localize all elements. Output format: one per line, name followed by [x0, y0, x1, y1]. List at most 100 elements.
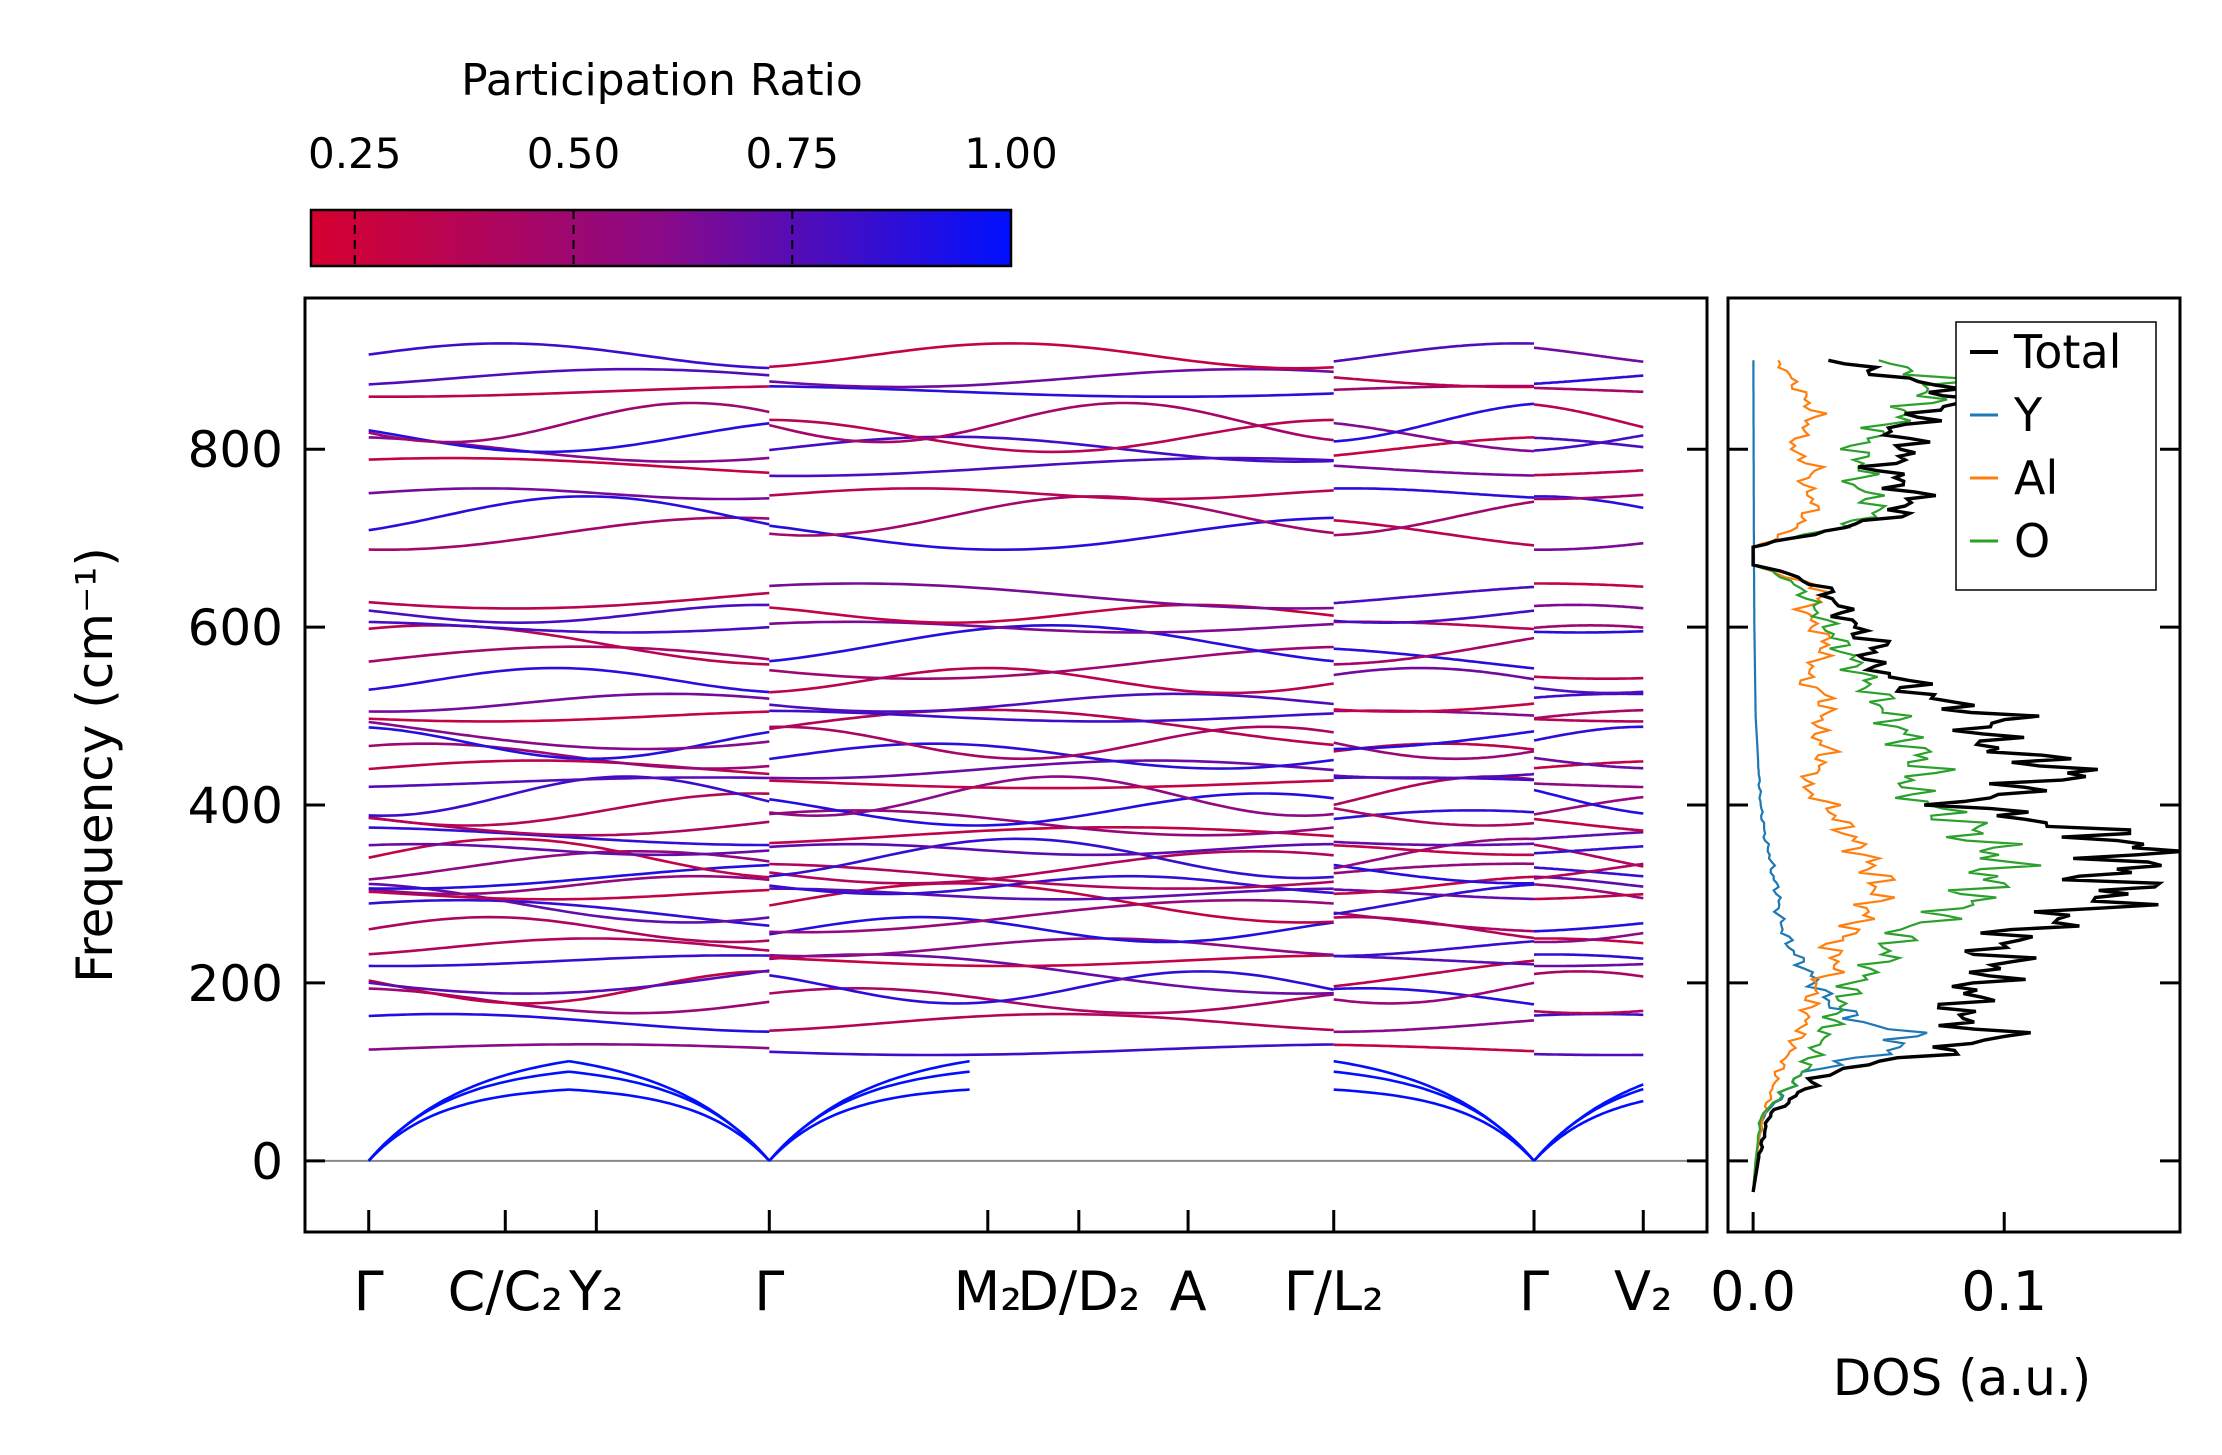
colorbar-tick-label: 0.25: [308, 129, 402, 178]
optical-branch: [1333, 981, 1535, 1005]
optical-branch: [1533, 434, 1644, 452]
band-y-tick-label: 600: [188, 599, 283, 657]
dos-series-o: [1752, 359, 2042, 1193]
band-y-axis-label: Frequency (cm⁻¹): [66, 547, 124, 983]
optical-branch: [368, 720, 770, 751]
legend-label: Al: [2014, 451, 2058, 505]
optical-branch: [1533, 795, 1644, 816]
optical-branch: [368, 726, 770, 761]
acoustic-branch: [367, 1059, 570, 1162]
optical-branch: [769, 692, 1334, 713]
optical-branch: [769, 850, 1334, 885]
optical-branch: [368, 954, 770, 968]
optical-branch: [1534, 629, 1644, 634]
optical-branch: [1333, 915, 1535, 940]
optical-branch: [769, 915, 1334, 944]
dos-axes-frame: [1726, 296, 2182, 1234]
optical-branch: [1534, 782, 1644, 789]
optical-branch: [1533, 436, 1644, 449]
acoustic-branch: [367, 1070, 570, 1162]
optical-branch: [1533, 624, 1644, 630]
optical-branch: [368, 776, 770, 789]
optical-branch: [769, 487, 1334, 501]
optical-branch: [1333, 730, 1535, 751]
optical-branch: [1333, 840, 1535, 847]
optical-branch: [769, 826, 1334, 845]
band-y-tick-label: 0: [251, 1133, 283, 1191]
optical-branch: [1533, 469, 1644, 477]
optical-branch: [1534, 953, 1644, 960]
optical-branch: [1333, 1019, 1535, 1034]
optical-branch: [368, 692, 770, 713]
optical-branch: [1333, 609, 1535, 624]
colorbar-tick-label: 1.00: [964, 129, 1058, 178]
optical-branch: [1333, 500, 1535, 537]
optical-branch: [769, 456, 1334, 478]
optical-branch: [1333, 809, 1535, 821]
acoustic-branch: [568, 1088, 771, 1162]
acoustic-branch: [1333, 1088, 1535, 1162]
optical-branch: [1533, 725, 1644, 742]
band-lines: [305, 342, 1707, 1162]
optical-branch: [769, 862, 1334, 890]
optical-branch: [1533, 788, 1644, 815]
optical-branch: [1333, 888, 1535, 901]
optical-branch: [368, 915, 770, 944]
optical-branch: [1533, 931, 1644, 944]
optical-branch: [769, 898, 1334, 934]
band-x-tick-label: Y₂: [568, 1260, 624, 1323]
legend-label: Y: [2013, 388, 2043, 442]
optical-branch: [1333, 875, 1535, 896]
band-x-tick-label: C/C₂: [448, 1260, 563, 1323]
optical-branch: [769, 742, 1334, 770]
band-y-tick-label: 200: [188, 955, 283, 1013]
optical-branch: [1333, 421, 1535, 453]
colorbar-gradient: [309, 208, 1013, 268]
optical-branch: [368, 888, 770, 901]
dos-series-y: [1752, 360, 1928, 1193]
optical-branch: [769, 809, 1334, 837]
optical-branch: [1533, 675, 1644, 680]
optical-branch: [769, 779, 1334, 790]
optical-branch: [1533, 708, 1644, 720]
optical-branch: [1333, 863, 1535, 885]
optical-branch: [769, 645, 1334, 680]
optical-branch: [769, 418, 1334, 454]
optical-branch: [1533, 1009, 1644, 1015]
optical-branch: [769, 342, 1334, 370]
optical-branch: [769, 708, 1334, 747]
acoustic-branch: [768, 1070, 970, 1162]
optical-branch: [769, 582, 1334, 610]
optical-branch: [368, 792, 770, 827]
optical-branch: [1333, 837, 1534, 870]
optical-branch: [368, 775, 770, 818]
optical-branch: [769, 987, 1334, 1015]
optical-branch: [368, 422, 770, 454]
acoustic-branch: [568, 1059, 771, 1162]
optical-branch: [368, 816, 770, 837]
optical-branch: [1333, 636, 1535, 666]
optical-branch: [1333, 844, 1534, 857]
optical-branch: [368, 969, 770, 995]
dos-y-ticks: [1728, 447, 2180, 1163]
optical-branch: [368, 710, 770, 723]
optical-branch: [368, 591, 770, 610]
optical-branch: [769, 874, 1334, 896]
optical-branch: [769, 709, 1334, 723]
band-x-tick-label: Γ: [354, 1260, 384, 1323]
optical-branch: [1333, 585, 1535, 605]
optical-branch: [1533, 756, 1644, 770]
optical-branch: [368, 874, 770, 896]
optical-branch: [1533, 921, 1644, 933]
optical-branch: [1533, 830, 1644, 841]
optical-branch: [1533, 970, 1644, 978]
optical-branch: [1533, 386, 1644, 394]
band-x-tick-label: V₂: [1614, 1260, 1673, 1323]
optical-branch: [1533, 862, 1644, 880]
optical-branch: [769, 775, 1334, 818]
optical-branch: [768, 401, 1334, 444]
optical-branch: [769, 759, 1334, 780]
optical-branch: [1333, 883, 1535, 916]
acoustic-branch: [1333, 1070, 1535, 1162]
optical-branch: [1333, 519, 1535, 547]
